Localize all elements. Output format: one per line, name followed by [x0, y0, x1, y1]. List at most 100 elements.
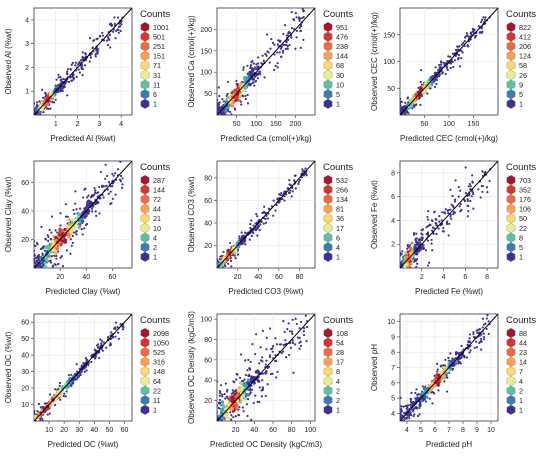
data-point [217, 98, 219, 102]
density-point [30, 119, 33, 122]
data-point [434, 66, 437, 69]
data-point [217, 411, 219, 414]
data-point [478, 334, 481, 337]
density-point [219, 422, 222, 425]
data-point [259, 359, 263, 362]
data-point [35, 122, 37, 124]
legend-count-label: 5 [519, 90, 523, 99]
legend-count-label: 4 [336, 243, 340, 252]
data-point [402, 419, 405, 421]
y-axis-label: Observed OC (%wt) [4, 331, 13, 403]
data-point [216, 115, 218, 117]
data-point [256, 400, 259, 403]
x-tick-label: 4 [442, 274, 446, 281]
data-point [256, 234, 259, 237]
data-point [289, 189, 292, 192]
data-point [406, 424, 408, 426]
data-point [245, 403, 249, 406]
data-point [112, 174, 115, 177]
data-point [235, 79, 238, 82]
data-point [400, 405, 403, 408]
legend-title: Counts [506, 9, 536, 20]
data-point [254, 229, 258, 232]
data-point [224, 397, 227, 400]
data-point [249, 66, 252, 70]
data-point [59, 79, 62, 82]
data-point [216, 278, 218, 280]
density-point [243, 397, 247, 401]
y-axis-label: Observed Fe (%wt) [370, 180, 379, 249]
data-point [117, 25, 120, 28]
data-point [106, 35, 110, 38]
data-point [114, 193, 117, 196]
density-point [432, 379, 436, 383]
legend-hexagon [140, 89, 150, 100]
data-point [34, 244, 37, 248]
y-tick-label: 20 [21, 386, 29, 393]
data-point [217, 404, 219, 407]
data-point [41, 88, 44, 91]
data-point [482, 335, 486, 339]
data-point [110, 202, 113, 205]
legend-hexagon [506, 366, 516, 377]
data-point [399, 128, 401, 130]
data-point [75, 229, 78, 233]
density-point [397, 269, 400, 272]
data-point [300, 320, 303, 323]
legend-hexagon [506, 328, 516, 338]
density-point [66, 225, 70, 229]
density-point [210, 274, 213, 277]
data-point [269, 354, 272, 357]
data-point [220, 270, 222, 272]
density-point [39, 108, 43, 112]
data-point [120, 23, 123, 26]
data-point [407, 116, 409, 118]
data-point [259, 346, 262, 349]
data-point [297, 182, 300, 186]
density-point [48, 256, 53, 260]
data-point [46, 234, 49, 237]
data-point [219, 272, 221, 274]
data-point [232, 416, 235, 419]
data-point [82, 196, 85, 199]
y-tick-label: 40 [204, 220, 212, 227]
data-point [460, 356, 463, 359]
density-point [419, 87, 423, 91]
data-point [266, 383, 269, 386]
data-point [220, 433, 222, 435]
x-tick-label: 8 [461, 427, 465, 434]
data-point [404, 411, 407, 415]
density-point [237, 386, 242, 390]
data-point [228, 241, 232, 245]
data-point [218, 94, 221, 98]
data-point [117, 31, 120, 34]
data-point [49, 393, 52, 396]
data-point [33, 425, 35, 427]
data-point [285, 40, 288, 44]
data-point [36, 243, 39, 246]
density-point [449, 359, 454, 364]
data-point [441, 71, 445, 74]
density-point [25, 118, 28, 121]
legend-count-label: 44 [519, 338, 527, 347]
y-tick-label: 8 [391, 170, 395, 177]
data-point [38, 100, 41, 103]
data-point [53, 254, 56, 257]
data-point [261, 379, 264, 382]
data-point [241, 406, 244, 409]
data-point [71, 382, 74, 385]
density-point [28, 422, 31, 425]
scatter-panel-8: 20 40 60 80 100 20 40 60 80 100 Predicted OC Densi… [187, 311, 353, 449]
data-point [485, 327, 488, 331]
data-point [455, 49, 458, 52]
data-point [62, 394, 65, 398]
density-point [60, 85, 64, 90]
data-point [34, 269, 36, 271]
data-point [111, 172, 114, 176]
data-point [420, 229, 423, 232]
data-point [285, 34, 288, 37]
density-point [231, 396, 235, 400]
data-point [481, 184, 484, 188]
legend-hexagon [140, 22, 150, 32]
